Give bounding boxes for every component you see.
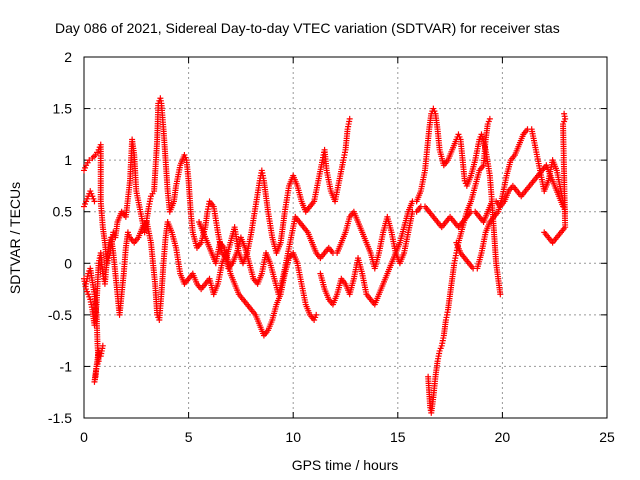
data-point bbox=[99, 342, 106, 349]
data-point bbox=[486, 115, 493, 122]
grid bbox=[84, 57, 607, 418]
y-tick-label: 2 bbox=[64, 49, 72, 65]
y-axis-label: SDTVAR / TECUs bbox=[7, 182, 23, 294]
data-points bbox=[81, 95, 569, 416]
data-point bbox=[86, 157, 93, 164]
y-tick-label: 1.5 bbox=[53, 101, 73, 117]
y-tick-label: -1 bbox=[60, 358, 73, 374]
x-tick-label: 5 bbox=[185, 429, 193, 445]
y-tick-label: 1 bbox=[64, 152, 72, 168]
x-axis-label: GPS time / hours bbox=[292, 457, 399, 473]
x-tick-label: 10 bbox=[285, 429, 301, 445]
y-tick-label: 0.5 bbox=[53, 204, 73, 220]
x-tick-label: 20 bbox=[495, 429, 511, 445]
x-tick-label: 25 bbox=[599, 429, 615, 445]
x-tick-label: 0 bbox=[80, 429, 88, 445]
y-tick-label: 0 bbox=[64, 255, 72, 271]
data-point bbox=[313, 311, 320, 318]
x-tick-label: 15 bbox=[390, 429, 406, 445]
data-point bbox=[497, 291, 504, 298]
data-point bbox=[561, 110, 568, 117]
y-tick-label: -1.5 bbox=[48, 410, 72, 426]
chart-title: Day 086 of 2021, Sidereal Day-to-day VTE… bbox=[55, 20, 560, 36]
plot-frame bbox=[83, 56, 608, 419]
data-point bbox=[346, 115, 353, 122]
y-tick-label: -0.5 bbox=[48, 307, 72, 323]
axis-ticks: 0 5 10 15 20 25 -1.5 -1 -0.5 0 0.5 1 1.5 2 bbox=[48, 49, 615, 445]
data-point bbox=[91, 198, 98, 205]
